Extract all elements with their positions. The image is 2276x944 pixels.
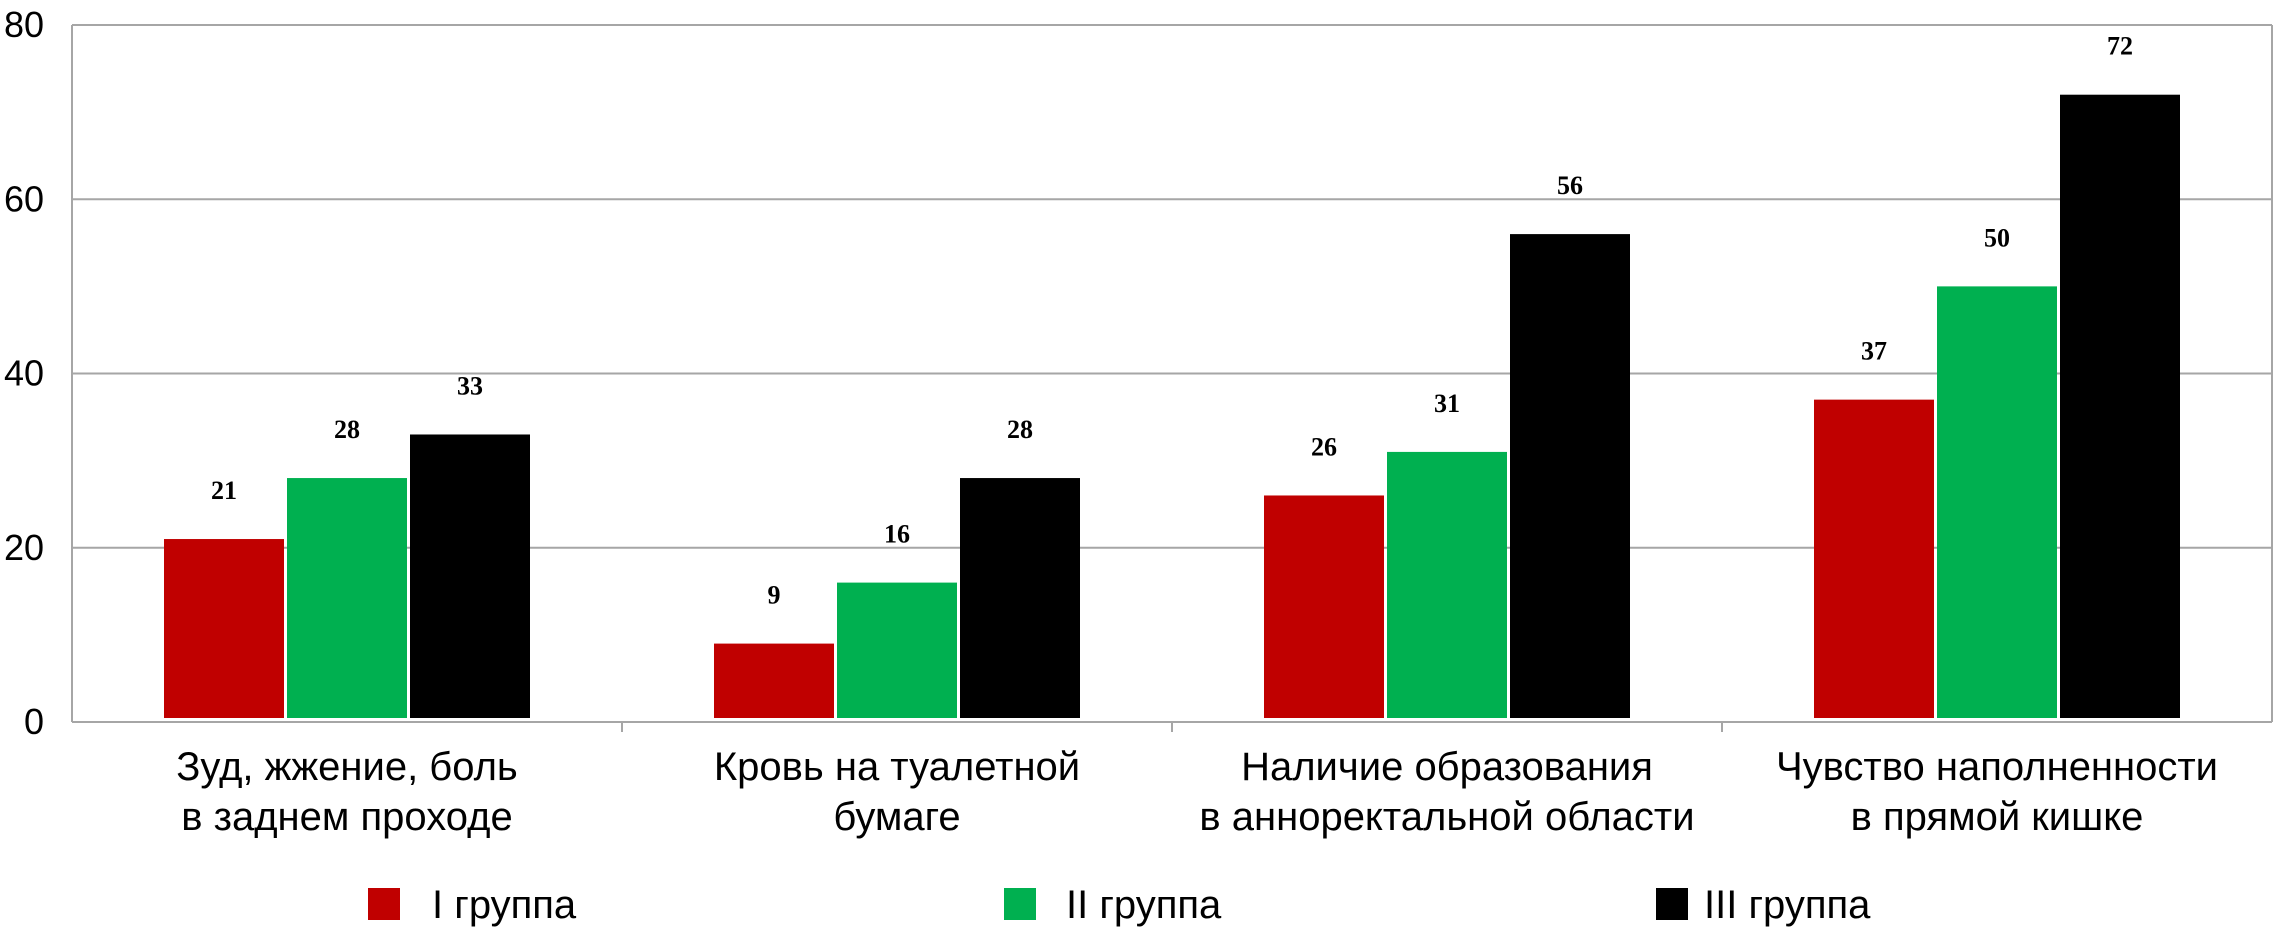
y-tick-label: 0: [24, 701, 44, 742]
y-tick-label: 80: [4, 4, 44, 45]
bar: [1387, 451, 1507, 718]
bar: [960, 478, 1080, 718]
data-label: 21: [211, 476, 237, 505]
bar: [1937, 286, 2057, 718]
legend-label: III группа: [1704, 883, 1871, 927]
data-label: 28: [334, 415, 360, 444]
bar: [837, 582, 957, 718]
bar: [164, 539, 284, 718]
data-label: 56: [1557, 171, 1583, 200]
data-label: 31: [1434, 389, 1460, 418]
data-label: 26: [1311, 432, 1337, 461]
category-label: Зуд, жжение, боль: [176, 745, 518, 789]
bar: [714, 643, 834, 718]
data-label: 28: [1007, 415, 1033, 444]
legend-label: II группа: [1066, 883, 1222, 927]
category-label: в прямой кишке: [1851, 795, 2144, 839]
y-tick-label: 20: [4, 527, 44, 568]
category-label: Чувство наполненности: [1776, 745, 2218, 789]
data-label: 37: [1861, 337, 1887, 366]
bars: [164, 94, 2180, 718]
category-labels: Зуд, жжение, боль в заднем проходе Кровь н…: [176, 745, 2218, 839]
category-label: в анноректальной области: [1199, 795, 1694, 839]
bar: [1510, 234, 1630, 718]
category-label: Наличие образования: [1241, 745, 1653, 789]
y-axis-ticks: 0 20 40 60 80: [4, 4, 44, 742]
data-label: 9: [768, 581, 781, 610]
bar: [1814, 399, 1934, 718]
y-tick-label: 60: [4, 178, 44, 219]
y-tick-label: 40: [4, 353, 44, 394]
category-label: Кровь на туалетной: [714, 745, 1080, 789]
data-label: 72: [2107, 32, 2133, 61]
value-labels: 21 28 33 9 16 28 26 31 56 37 50 72: [211, 32, 2133, 610]
bar: [410, 434, 530, 718]
bar: [287, 478, 407, 718]
category-label: в заднем проходе: [181, 795, 512, 839]
legend-label: I группа: [432, 883, 577, 927]
bar: [1264, 495, 1384, 718]
legend-swatch: [368, 888, 400, 920]
bar: [2060, 94, 2180, 718]
legend-swatch: [1004, 888, 1036, 920]
legend: I группа II группа III группа: [368, 883, 1871, 927]
axes: [71, 24, 2273, 732]
data-label: 50: [1984, 223, 2010, 252]
legend-swatch: [1656, 888, 1688, 920]
data-label: 16: [884, 520, 910, 549]
category-label: бумаге: [833, 795, 960, 839]
data-label: 33: [457, 371, 483, 400]
